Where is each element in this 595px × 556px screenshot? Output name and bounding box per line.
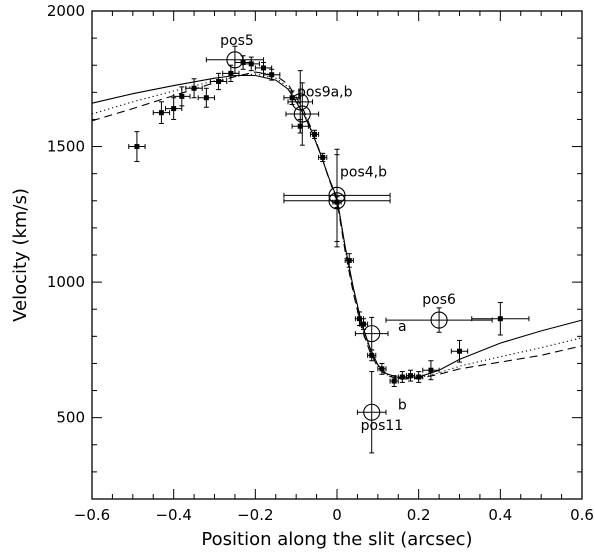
circle-point <box>430 311 448 329</box>
data-point <box>269 72 275 78</box>
data-point <box>191 85 197 91</box>
error-bars <box>128 45 530 454</box>
data-point <box>497 316 503 322</box>
circle-errorbar-5 <box>354 316 389 351</box>
data-point <box>416 374 422 380</box>
annotation-label: a <box>398 319 407 335</box>
data-point <box>248 61 254 67</box>
annotation-label: pos9a,b <box>297 84 353 100</box>
x-tick-label: 0.4 <box>488 506 512 524</box>
y-tick-label: 1000 <box>47 273 85 291</box>
x-tick-label: 0 <box>332 506 342 524</box>
data-point <box>428 367 434 373</box>
data-markers <box>134 51 503 421</box>
annotation-label: b <box>398 398 407 414</box>
y-tick-label: 500 <box>56 409 85 427</box>
data-point <box>179 93 185 99</box>
y-tick-label: 2000 <box>47 2 85 20</box>
x-tick-label: −0.4 <box>155 506 191 524</box>
axis-ticks: −0.6 −0.4 −0.2 0 0.2 0.4 0.6 500 1000 1500 2000 <box>47 2 594 524</box>
circle-errorbar-2 <box>285 82 320 146</box>
data-point <box>203 95 209 101</box>
data-point <box>346 257 352 263</box>
circle-point <box>226 51 244 69</box>
data-point <box>408 373 413 379</box>
data-point <box>228 70 234 76</box>
data-point <box>320 154 326 160</box>
data-point <box>240 60 246 66</box>
model-curve-dotted <box>91 73 583 379</box>
annotation-label: pos11 <box>361 418 404 434</box>
data-point <box>312 131 318 137</box>
circle-point <box>293 105 311 123</box>
x-tick-label: −0.2 <box>237 506 273 524</box>
data-point <box>457 348 462 354</box>
y-axis-title: Velocity (km/s) <box>10 188 31 322</box>
data-point <box>379 366 385 372</box>
data-point <box>391 378 397 384</box>
model-curves <box>91 71 583 380</box>
data-point <box>399 374 405 380</box>
x-axis-title: Position along the slit (arcsec) <box>201 529 472 550</box>
x-tick-label: 0.2 <box>407 506 431 524</box>
x-tick-label: 0.6 <box>570 506 594 524</box>
circle-point <box>328 186 346 204</box>
data-point <box>334 199 340 205</box>
circle-point <box>291 93 309 111</box>
circle-point <box>328 192 346 210</box>
data-point <box>289 95 295 101</box>
annotation-label: pos5 <box>220 33 254 49</box>
annotation-label: pos4,b <box>340 164 387 180</box>
circle-errorbar-7 <box>356 371 387 454</box>
annotations: pos5 pos9a,b pos4,b pos6 a b pos11 <box>220 33 456 434</box>
model-curve-solid <box>91 74 583 379</box>
data-point <box>158 110 164 116</box>
data-point <box>261 65 266 71</box>
model-curve-dashed <box>91 71 583 380</box>
y-tick-label: 1500 <box>47 138 85 156</box>
circle-point <box>363 403 381 421</box>
data-point <box>356 316 362 322</box>
data-point <box>297 123 303 129</box>
data-point <box>171 106 177 112</box>
annotation-label: pos6 <box>422 292 456 308</box>
data-point <box>361 321 367 327</box>
data-point <box>134 144 140 150</box>
circle-point <box>363 325 381 343</box>
data-point <box>369 352 375 358</box>
data-point <box>216 78 222 84</box>
x-tick-label: −0.6 <box>74 506 110 524</box>
